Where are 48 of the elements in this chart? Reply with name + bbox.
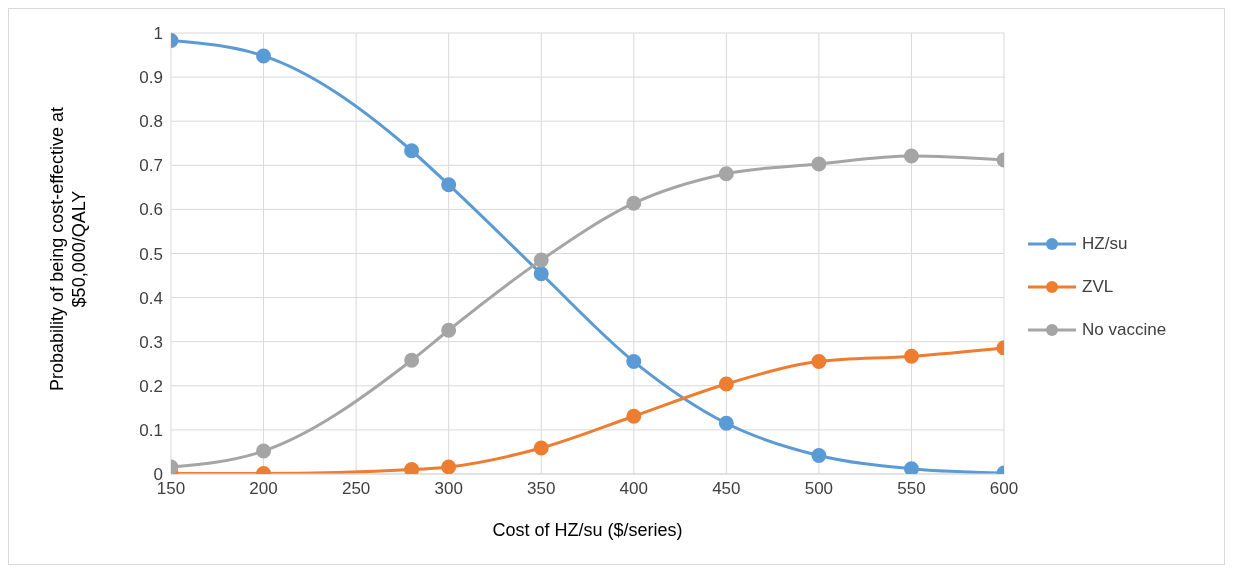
point <box>441 322 457 338</box>
point <box>256 48 272 64</box>
legend-label: ZVL <box>1082 276 1114 297</box>
x-tick-label: 300 <box>434 479 463 499</box>
point <box>811 447 827 463</box>
point <box>903 348 919 364</box>
point <box>441 459 457 474</box>
y-axis-title: Probability of being cost-effective at $50,000/QALY <box>46 106 90 393</box>
y-tick-label: 0.8 <box>139 112 163 132</box>
y-tick-label: 0.7 <box>139 156 163 176</box>
x-tick-label: 150 <box>156 479 186 499</box>
x-tick-label: 450 <box>712 479 741 499</box>
point <box>718 376 734 392</box>
legend-label: HZ/su <box>1082 233 1128 254</box>
point <box>626 195 642 211</box>
point <box>404 352 420 368</box>
point <box>404 143 420 159</box>
y-tick-label: 0.2 <box>139 376 163 396</box>
point <box>626 354 642 370</box>
point <box>533 440 549 456</box>
y-tick-label: 0.6 <box>139 200 163 220</box>
x-tick-label: 350 <box>527 479 556 499</box>
point <box>404 462 420 474</box>
point <box>811 354 827 370</box>
point <box>718 415 734 431</box>
point <box>903 461 919 474</box>
y-tick-label: 0.3 <box>139 332 163 352</box>
point <box>811 156 827 172</box>
x-tick-label: 500 <box>804 479 834 499</box>
x-tick-label: 250 <box>341 479 371 499</box>
point <box>441 177 457 193</box>
y-tick-label: 1 <box>153 24 163 44</box>
point <box>533 266 549 282</box>
x-tick-label: 400 <box>619 479 648 499</box>
point <box>626 408 642 424</box>
x-axis-title: Cost of HZ/su ($/series) <box>492 520 683 540</box>
point <box>903 148 919 164</box>
x-tick-label: 200 <box>249 479 278 499</box>
point <box>718 166 734 182</box>
point <box>533 252 549 268</box>
x-tick-label: 550 <box>897 479 926 499</box>
y-tick-label: 0.9 <box>139 68 163 88</box>
x-tick-label: 600 <box>989 479 1019 499</box>
legend-label: No vaccine <box>1082 319 1167 340</box>
point <box>256 443 272 459</box>
y-tick-label: 0.1 <box>139 420 163 440</box>
y-tick-label: 0.4 <box>139 288 163 308</box>
y-tick-label: 0.5 <box>139 244 163 264</box>
